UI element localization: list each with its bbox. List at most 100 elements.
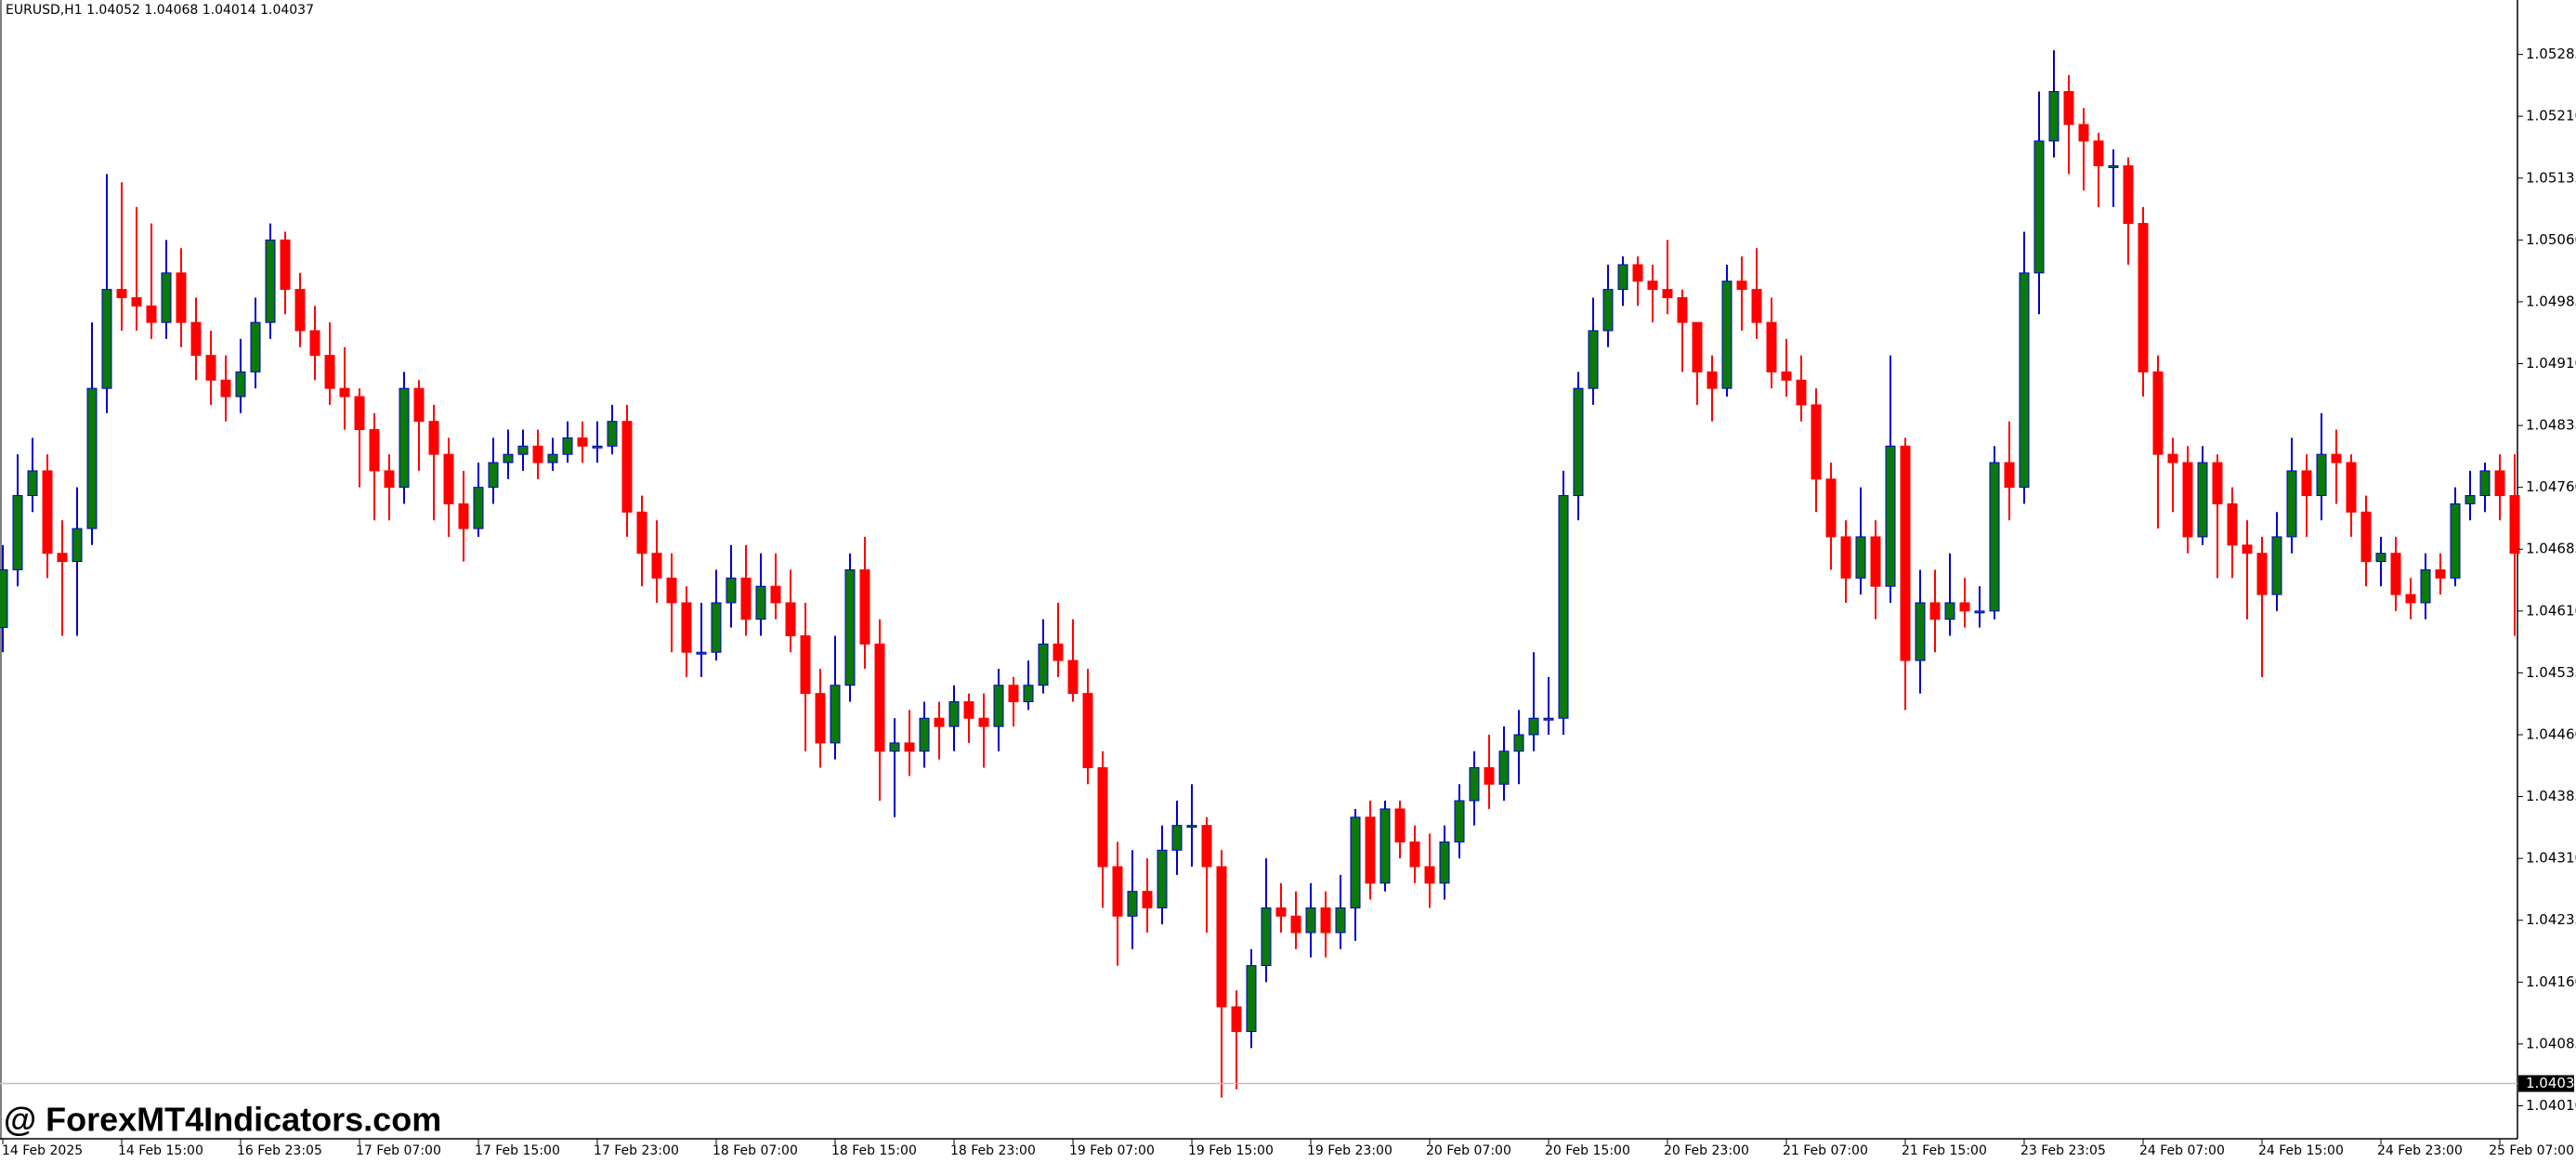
candle-body (2048, 91, 2059, 142)
x-tick-label: 14 Feb 15:00 (118, 1143, 203, 1158)
candle-body (1811, 404, 1822, 480)
candle-body (399, 387, 410, 489)
candle-body (2227, 503, 2238, 546)
candle-body (1365, 816, 1376, 884)
candle-body (1186, 825, 1197, 829)
y-tick-label: 1.04910 (2526, 355, 2576, 372)
candle-body (1484, 767, 1495, 785)
y-tick-label: 1.04535 (2526, 664, 2576, 681)
candle-body (2286, 470, 2297, 538)
candle-body (1959, 602, 1970, 612)
candle-body (1974, 610, 1985, 614)
candle-body (1380, 808, 1391, 884)
candle-body (978, 717, 989, 727)
candle-body (503, 453, 514, 463)
candle-body (161, 272, 172, 323)
candle-body (2375, 553, 2386, 563)
candle-body (919, 717, 930, 752)
x-tick-label: 20 Feb 15:00 (1545, 1143, 1630, 1158)
x-tick-label: 24 Feb 15:00 (2258, 1143, 2344, 1158)
y-tick-label: 1.05285 (2526, 46, 2576, 62)
candle-body (532, 445, 543, 463)
y-tick-label: 1.04610 (2526, 602, 2576, 619)
candle-body (2078, 124, 2089, 142)
candle-body (2360, 511, 2372, 563)
candle-body (428, 421, 439, 455)
candle-body (547, 453, 558, 463)
candle-body (1989, 462, 2000, 612)
candle-body (844, 568, 856, 686)
candle-body (1736, 281, 1747, 291)
candle-body (42, 470, 53, 555)
candle-body (1662, 289, 1673, 298)
candle-body (1142, 891, 1153, 908)
candle-body (1335, 907, 1346, 934)
candle-body (176, 272, 187, 323)
x-tick-label: 20 Feb 07:00 (1426, 1143, 1511, 1158)
watermark: @ ForexMT4Indicators.com (4, 1101, 441, 1139)
candle-body (2405, 594, 2416, 604)
y-tick-label: 1.04010 (2526, 1097, 2576, 1114)
candle-body (1796, 379, 1807, 406)
candle-body (2212, 462, 2223, 504)
x-tick-label: 17 Feb 07:00 (356, 1143, 441, 1158)
candle-body (2242, 544, 2253, 555)
x-tick-label: 21 Feb 15:00 (1902, 1143, 1987, 1158)
candle-body (1097, 767, 1108, 868)
candle-body (1944, 602, 1955, 620)
candle-body (1067, 659, 1079, 695)
candle-body (592, 445, 603, 449)
candle-body (101, 289, 112, 389)
candle-body (1647, 281, 1658, 291)
x-tick-label: 19 Feb 23:00 (1307, 1143, 1393, 1158)
y-tick-label: 1.05135 (2526, 169, 2576, 186)
candle-body (294, 289, 306, 332)
candle-body (1350, 816, 1361, 908)
candle-body (1261, 907, 1272, 967)
candle-body (1721, 281, 1733, 389)
candle-body (1751, 289, 1762, 323)
candle-body (2033, 140, 2045, 274)
candle-body (250, 321, 261, 372)
candle-body (993, 685, 1004, 727)
candle-body (2256, 553, 2268, 595)
candle-body (235, 371, 246, 398)
x-tick-label: 24 Feb 23:00 (2377, 1143, 2463, 1158)
candle-body (948, 700, 960, 727)
y-tick-label: 1.04085 (2526, 1035, 2576, 1051)
candle-body (770, 585, 781, 604)
candle-body (1588, 330, 1599, 389)
candle-body (1216, 866, 1227, 1008)
y-tick-label: 1.05060 (2526, 231, 2576, 248)
x-tick-label: 20 Feb 23:00 (1664, 1143, 1749, 1158)
candle-body (1900, 445, 1911, 661)
candle-body (1870, 536, 1881, 587)
candle-body (755, 585, 766, 620)
candle-body (488, 462, 499, 489)
candle-body (711, 602, 722, 653)
candle-body (1929, 602, 1941, 620)
candle-body (1915, 602, 1926, 661)
y-tick-label: 1.04835 (2526, 417, 2576, 434)
candle-body (726, 577, 737, 604)
candle-body (1394, 808, 1406, 842)
candle-body (889, 742, 900, 752)
candle-body (12, 495, 23, 570)
candle-body (1171, 825, 1183, 851)
x-tick-label: 23 Feb 23:05 (2020, 1143, 2106, 1158)
candle-body (1677, 296, 1688, 323)
candle-body (2465, 495, 2476, 504)
candle-body (116, 289, 127, 298)
candle-body (190, 321, 202, 357)
candle-body (2093, 140, 2104, 166)
candle-body (1008, 685, 1019, 702)
y-tick-label: 1.04460 (2526, 725, 2576, 742)
candle-body (220, 379, 231, 398)
candle-body (1023, 685, 1034, 702)
candle-body (1082, 693, 1093, 769)
candle-body (2301, 470, 2312, 497)
candle-body (651, 553, 662, 579)
x-tick-label: 18 Feb 15:00 (831, 1143, 917, 1158)
candle-body (413, 387, 425, 423)
